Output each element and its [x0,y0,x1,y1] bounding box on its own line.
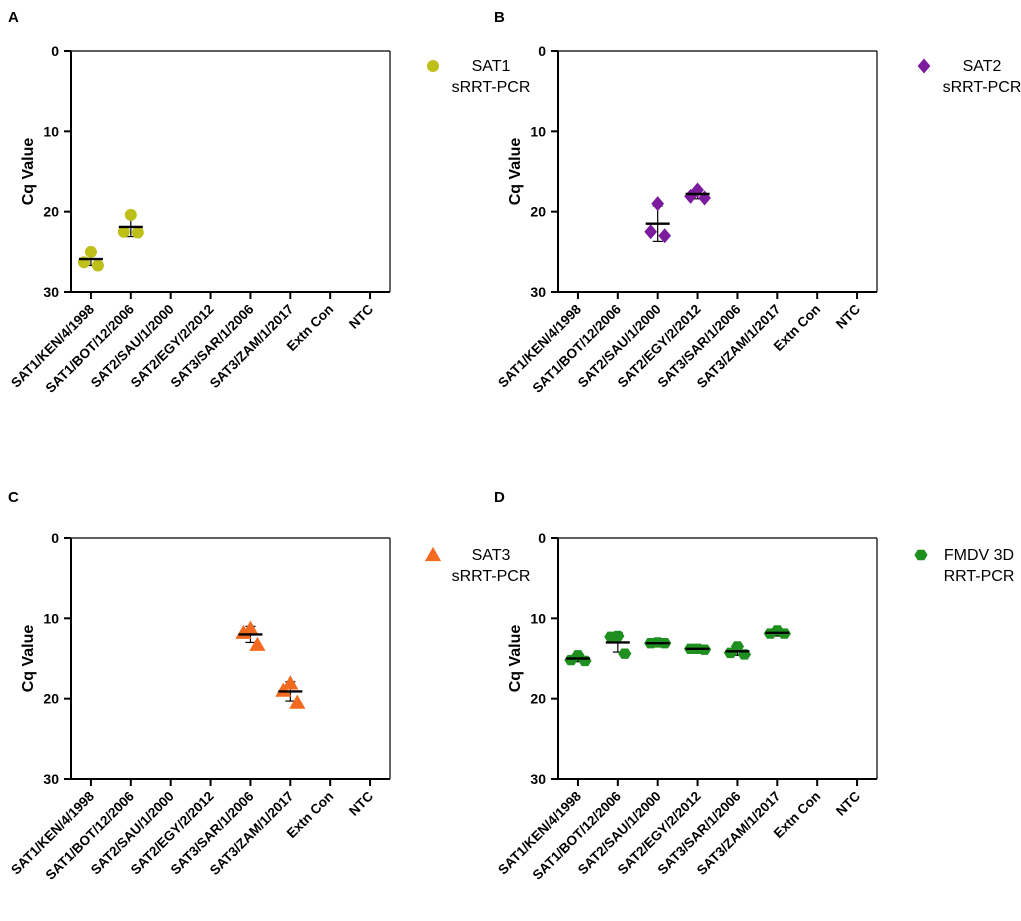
data-point [684,188,697,204]
y-axis-label: Cq Value [507,138,524,206]
legend-label-line1: FMDV 3D [944,547,1014,564]
data-point [91,259,104,272]
data-point [282,675,299,690]
legend-label-line2: sRRT-PCR [943,79,1021,96]
panel-letter: C [8,489,19,506]
y-tick-label: 20 [530,691,546,707]
y-axis-label: Cq Value [507,625,524,693]
y-tick-label: 30 [43,284,59,300]
data-point [84,245,97,258]
y-tick-label: 0 [51,43,59,59]
y-tick-label: 30 [530,771,546,787]
y-tick-label: 20 [43,691,59,707]
x-tick-label: NTC [346,788,376,818]
data-point [289,694,306,709]
legend-marker [914,549,928,561]
legend-marker [424,546,442,562]
y-axis-label: Cq Value [20,625,37,693]
data-point [618,648,632,659]
y-tick-label: 30 [43,771,59,787]
data-point [604,631,618,643]
legend-label-line1: SAT3 [472,547,511,564]
y-tick-label: 10 [530,610,546,626]
data-point [124,208,137,221]
data-point [249,636,266,651]
data-point [131,226,144,239]
panel-letter: A [8,9,19,26]
y-tick-label: 10 [530,123,546,139]
x-tick-label: NTC [833,788,863,818]
data-point [275,682,292,697]
legend-label-line2: sRRT-PCR [452,568,531,585]
x-tick-label: NTC [346,301,376,331]
y-tick-label: 10 [43,123,59,139]
y-tick-label: 10 [43,610,59,626]
legend-marker [917,58,931,74]
data-point [658,228,672,244]
y-tick-label: 20 [43,204,59,220]
legend-label-line1: SAT2 [963,58,1002,75]
y-tick-label: 0 [51,530,59,546]
legend-marker [427,60,439,72]
panel-letter: B [494,9,505,26]
y-tick-label: 20 [530,204,546,220]
y-tick-label: 0 [538,530,546,546]
legend-label-line2: sRRT-PCR [452,79,531,96]
legend-label-line1: SAT1 [472,58,511,75]
y-tick-label: 0 [538,43,546,59]
x-tick-label: NTC [833,301,863,331]
y-tick-label: 30 [530,284,546,300]
data-point [117,225,130,238]
data-point [644,224,658,240]
y-axis-label: Cq Value [20,138,37,206]
panel-letter: D [494,489,505,506]
data-point [651,196,665,212]
legend-label-line2: RRT-PCR [944,568,1015,585]
